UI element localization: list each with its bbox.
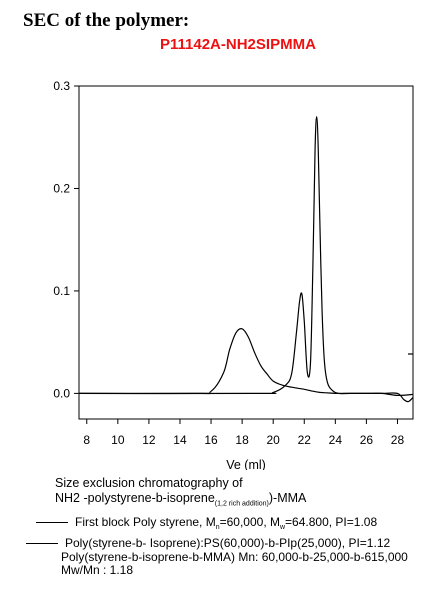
x-tick-label: 20	[267, 433, 281, 447]
series-group	[78, 116, 414, 403]
x-tick-label: 24	[329, 433, 343, 447]
y-tick-label: 0.2	[53, 181, 70, 195]
x-axis: 8 10 12 14 16 18 20 22 24 26 28	[83, 419, 404, 447]
series-line-1	[78, 328, 414, 397]
x-tick-label: 14	[173, 433, 187, 447]
x-tick-label: 10	[111, 433, 125, 447]
x-tick-label: 28	[391, 433, 405, 447]
x-tick-label: 18	[235, 433, 249, 447]
x-tick-label: 16	[204, 433, 218, 447]
x-tick-label: 26	[360, 433, 374, 447]
y-axis: 0.0 0.1 0.2 0.3	[53, 79, 79, 400]
series-line-2	[78, 116, 414, 403]
caption-line-2: NH2 -polystyrene-b-isoprene(1,2 rich add…	[55, 491, 307, 508]
y-tick-label: 0.3	[53, 79, 70, 93]
chart-caption: Size exclusion chromatography of NH2 -po…	[55, 476, 306, 512]
y-tick-label: 0.1	[53, 284, 70, 298]
sec-chart: 0.0 0.1 0.2 0.3 8 10 12 14 16 18 20 22 24 26 28 Ve (m…	[53, 79, 414, 470]
x-axis-label: Ve (ml)	[226, 458, 266, 470]
legend-entry-first-block: First block Poly styrene, Mn=60,000, Mw=…	[36, 515, 377, 535]
legend-line-swatch	[36, 522, 68, 524]
x-tick-label: 12	[142, 433, 156, 447]
page-heading: SEC of the polymer:	[23, 10, 190, 31]
x-tick-label: 8	[83, 433, 90, 447]
legend-entry-triblock: Poly(styrene-b- Isoprene):PS(60,000)-b-P…	[26, 536, 408, 578]
plot-frame	[78, 85, 414, 420]
sample-id: P11142A-NH2SIPMMA	[160, 36, 316, 53]
y-tick-label: 0.0	[53, 386, 70, 400]
caption-line-1: Size exclusion chromatography of	[55, 476, 243, 490]
x-tick-label: 22	[298, 433, 312, 447]
legend-line-swatch	[26, 543, 58, 545]
